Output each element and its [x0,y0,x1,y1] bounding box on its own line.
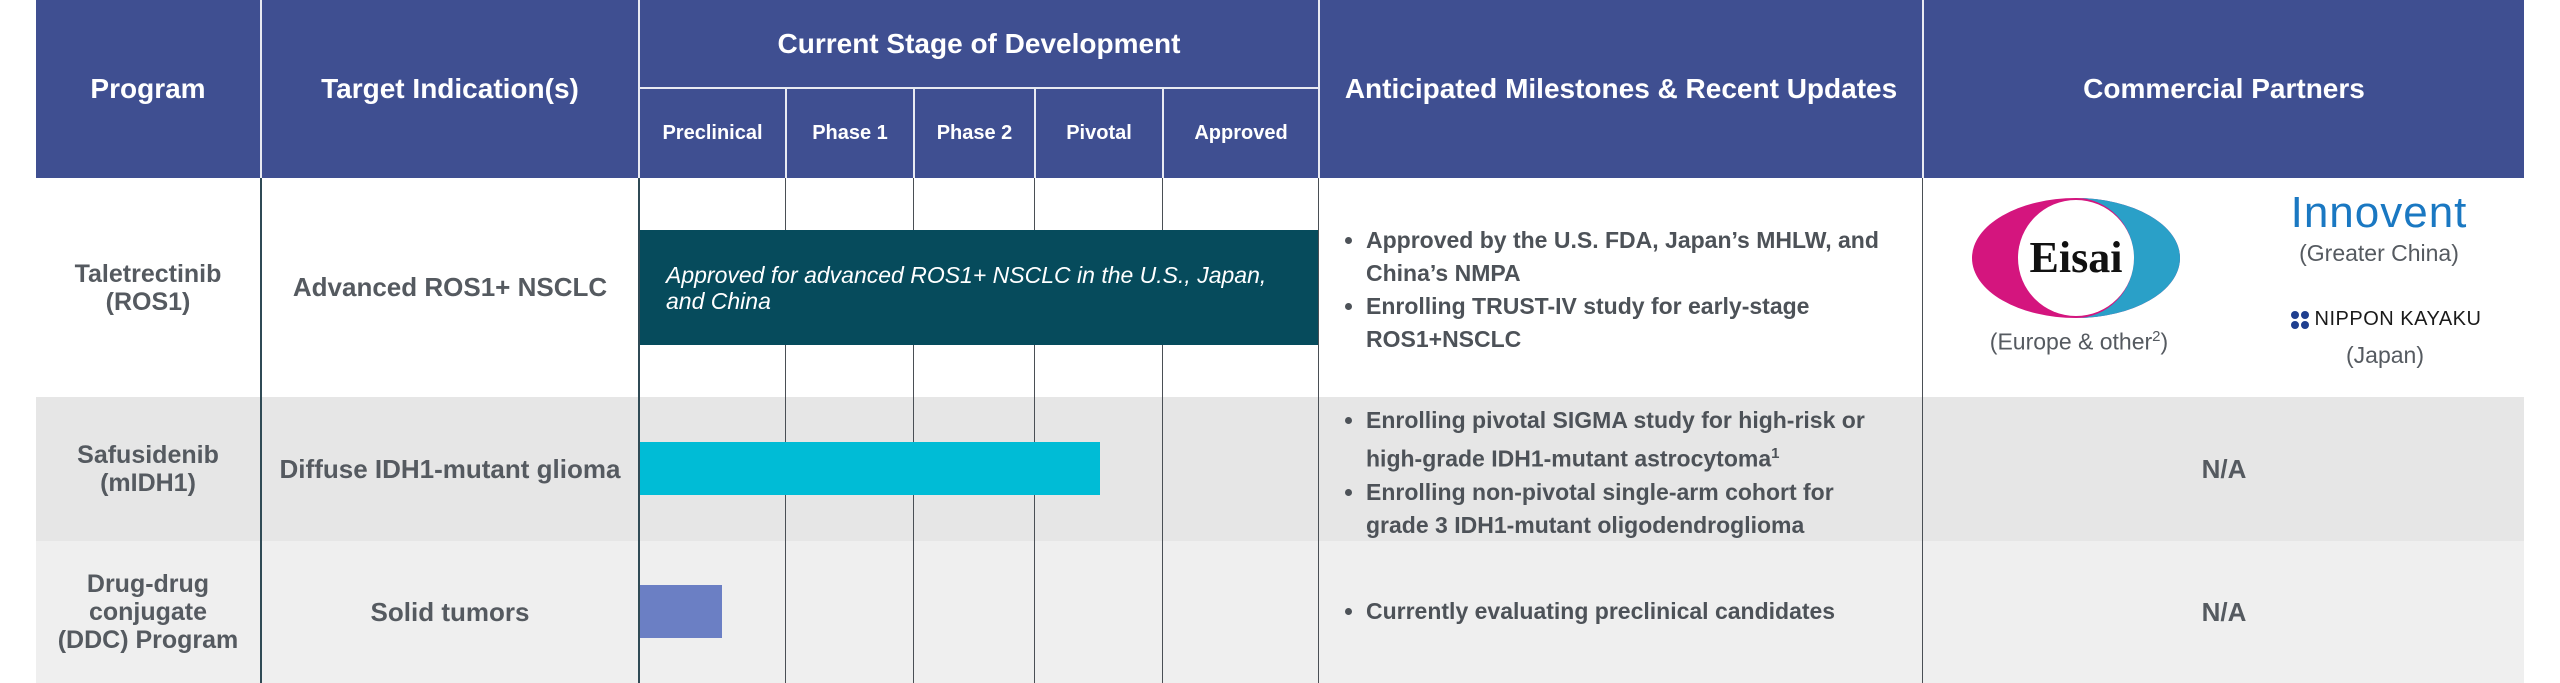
milestones-cell-taletrectinib: Approved by the U.S. FDA, Japan’s MHLW, … [1338,224,1898,356]
indication-cell-taletrectinib: Advanced ROS1+ NSCLC [292,272,608,302]
column-divider [1922,178,1923,683]
milestone-text: Enrolling pivotal SIGMA study for high-r… [1366,407,1865,472]
milestone-item: Enrolling pivotal SIGMA study for high-r… [1366,404,1898,476]
nippon-kayaku-mark-icon [2290,310,2309,329]
eisai-logo: Eisai [1972,198,2180,318]
program-name: Drug-drug [86,570,210,598]
milestones-list: Enrolling pivotal SIGMA study for high-r… [1338,404,1898,542]
stage-bar-ddc [640,585,722,638]
milestone-item: Enrolling non-pivotal single-arm cohort … [1366,476,1898,542]
eisai-caption-text: (Europe & other [1989,328,2153,355]
milestones-cell-safusidenib: Enrolling pivotal SIGMA study for high-r… [1338,404,1898,542]
stage-bar-taletrectinib: Approved for advanced ROS1+ NSCLC in the… [640,230,1318,345]
header-divider [785,89,787,178]
column-divider [1318,178,1319,683]
program-name: (DDC) Program [57,626,239,654]
program-cell-taletrectinib: Taletrectinib (ROS1) [36,178,260,397]
partners-cell-safusidenib: N/A [2201,453,2247,484]
program-name: conjugate [88,598,208,626]
innovent-logo: Innovent [2290,188,2468,237]
header-stage-preclinical: Preclinical [640,89,785,178]
indication-cell-ddc: Solid tumors [370,596,530,627]
header-divider [638,0,640,178]
header-divider [640,87,1318,89]
eisai-caption-sup: 2 [2152,328,2161,345]
header-stage: Current Stage of Development [640,0,1318,87]
header-indication: Target Indication(s) [262,0,638,178]
milestone-item: Enrolling TRUST-IV study for early-stage… [1366,290,1898,356]
header-divider [1162,89,1164,178]
column-divider [260,178,262,683]
eisai-caption: (Europe & other2) [1974,328,2184,356]
row-bg-safusidenib [36,397,2524,541]
nippon-kayaku-logo: NIPPON KAYAKU [2270,308,2500,331]
header-divider [913,89,915,178]
header-divider [1034,89,1036,178]
milestone-item: Currently evaluating preclinical candida… [1366,595,1898,628]
header-stage-phase1: Phase 1 [787,89,913,178]
milestones-list: Currently evaluating preclinical candida… [1338,595,1898,628]
nippon-kayaku-logo-text: NIPPON KAYAKU [2314,308,2482,330]
partners-cell-ddc: N/A [2201,596,2247,627]
stage-divider [1034,178,1035,683]
header-stage-pivotal: Pivotal [1036,89,1162,178]
stage-divider [913,178,914,683]
program-cell-safusidenib: Safusidenib (mIDH1) [36,397,260,541]
stage-bar-label: Approved for advanced ROS1+ NSCLC in the… [666,262,1267,314]
indication-cell-safusidenib: Diffuse IDH1-mutant glioma [279,453,621,484]
stage-divider [1162,178,1163,683]
nippon-caption: (Japan) [2346,342,2424,368]
program-name: Safusidenib [77,441,219,469]
program-name: Taletrectinib [74,259,222,288]
eisai-logo-text: Eisai [2030,233,2123,282]
row-bg-ddc [36,541,2524,683]
header-milestones: Anticipated Milestones & Recent Updates [1320,0,1922,178]
program-cell-ddc: Drug-drug conjugate (DDC) Program [36,541,260,683]
header-divider [1318,0,1320,178]
milestone-footnote: 1 [1771,445,1780,462]
eisai-caption-end: ) [2160,328,2169,355]
header-stage-approved: Approved [1164,89,1318,178]
header-program: Program [36,0,260,178]
milestones-list: Approved by the U.S. FDA, Japan’s MHLW, … [1338,224,1898,356]
milestone-item: Approved by the U.S. FDA, Japan’s MHLW, … [1366,224,1898,290]
program-target: (mIDH1) [100,469,196,497]
program-target: (ROS1) [105,287,191,316]
stage-bar-safusidenib [640,442,1100,495]
header-stage-phase2: Phase 2 [915,89,1034,178]
partners-cell-taletrectinib: Eisai (Europe & other2) Innovent (Greate… [1924,178,2524,397]
stage-divider [785,178,786,683]
header-partners: Commercial Partners [1924,0,2524,178]
milestones-cell-ddc: Currently evaluating preclinical candida… [1338,595,1898,628]
column-divider [638,178,640,683]
header-divider [1922,0,1924,178]
header-divider [260,0,262,178]
innovent-caption: (Greater China) [2299,240,2459,266]
